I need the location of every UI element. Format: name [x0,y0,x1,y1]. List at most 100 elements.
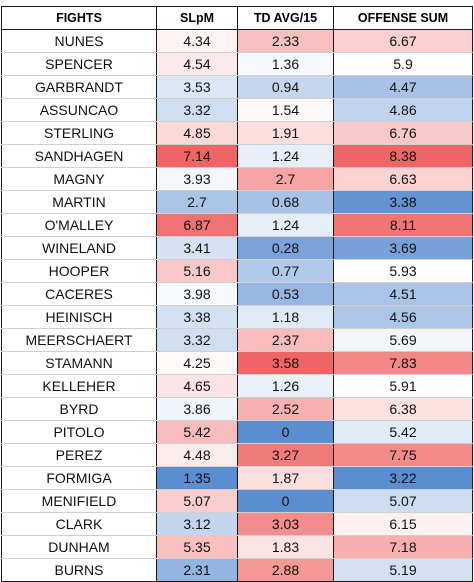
table-row: BYRD 3.86 2.52 6.38 [1,397,473,421]
slpm-cell: 3.12 [156,512,238,536]
offense-sum-cell: 5.19 [333,558,473,582]
slpm-cell: 4.48 [156,443,238,467]
table-row: MENIFIELD 5.07 0 5.07 [1,489,473,513]
table-row: PITOLO 5.42 0 5.42 [1,420,473,444]
fighter-name: HEINISCH [1,305,157,329]
table-row: HEINISCH 3.38 1.18 4.56 [1,305,473,329]
table-body: NUNES 4.34 2.33 6.67 SPENCER 4.54 1.36 5.9 GARBR… [1,29,473,582]
slpm-cell: 4.25 [156,351,238,375]
slpm-cell: 2.31 [156,558,238,582]
slpm-cell: 3.41 [156,236,238,260]
slpm-cell: 3.86 [156,397,238,421]
offense-sum-cell: 4.56 [333,305,473,329]
slpm-cell: 3.32 [156,328,238,352]
offense-sum-cell: 4.86 [333,98,473,122]
offense-sum-cell: 5.91 [333,374,473,398]
offense-sum-cell: 6.38 [333,397,473,421]
offense-sum-cell: 7.18 [333,535,473,559]
td-avg-cell: 0 [237,420,334,444]
td-avg-cell: 3.27 [237,443,334,467]
fighter-name: SPENCER [1,52,157,76]
fighter-name: PITOLO [1,420,157,444]
slpm-cell: 3.53 [156,75,238,99]
table-row: STERLING 4.85 1.91 6.76 [1,121,473,145]
offense-sum-cell: 6.67 [333,29,473,53]
td-avg-cell: 2.88 [237,558,334,582]
td-avg-cell: 3.03 [237,512,334,536]
table-row: BURNS 2.31 2.88 5.19 [1,558,473,582]
fighter-name: BURNS [1,558,157,582]
table-row: MARTIN 2.7 0.68 3.38 [1,190,473,214]
slpm-cell: 3.32 [156,98,238,122]
fighter-name: MAGNY [1,167,157,191]
fights-table-container: FIGHTS SLpM TD AVG/15 OFFENSE SUM NUNES 4… [1,6,473,582]
table-row: KELLEHER 4.65 1.26 5.91 [1,374,473,398]
slpm-cell: 5.16 [156,259,238,283]
offense-sum-cell: 5.42 [333,420,473,444]
fighter-name: CACERES [1,282,157,306]
table-row: HOOPER 5.16 0.77 5.93 [1,259,473,283]
offense-sum-cell: 3.38 [333,190,473,214]
td-avg-cell: 1.91 [237,121,334,145]
slpm-cell: 5.42 [156,420,238,444]
fighter-name: ASSUNCAO [1,98,157,122]
fights-table: FIGHTS SLpM TD AVG/15 OFFENSE SUM NUNES 4… [1,6,473,582]
offense-sum-cell: 6.15 [333,512,473,536]
table-row: WINELAND 3.41 0.28 3.69 [1,236,473,260]
td-avg-cell: 1.26 [237,374,334,398]
td-avg-cell: 2.33 [237,29,334,53]
td-avg-cell: 1.24 [237,213,334,237]
slpm-cell: 5.07 [156,489,238,513]
table-row: SPENCER 4.54 1.36 5.9 [1,52,473,76]
offense-sum-cell: 5.69 [333,328,473,352]
header-slpm: SLpM [156,6,238,30]
fighter-name: DUNHAM [1,535,157,559]
slpm-cell: 2.7 [156,190,238,214]
table-row: SANDHAGEN 7.14 1.24 8.38 [1,144,473,168]
offense-sum-cell: 3.69 [333,236,473,260]
td-avg-cell: 3.58 [237,351,334,375]
table-row: GARBRANDT 3.53 0.94 4.47 [1,75,473,99]
header-fights: FIGHTS [1,6,157,30]
fighter-name: SANDHAGEN [1,144,157,168]
table-row: NUNES 4.34 2.33 6.67 [1,29,473,53]
fighter-name: WINELAND [1,236,157,260]
fighter-name: HOOPER [1,259,157,283]
header-offense-sum: OFFENSE SUM [333,6,473,30]
offense-sum-cell: 5.9 [333,52,473,76]
fighter-name: KELLEHER [1,374,157,398]
table-row: DUNHAM 5.35 1.83 7.18 [1,535,473,559]
td-avg-cell: 0.77 [237,259,334,283]
td-avg-cell: 1.36 [237,52,334,76]
fighter-name: CLARK [1,512,157,536]
offense-sum-cell: 5.07 [333,489,473,513]
slpm-cell: 4.54 [156,52,238,76]
td-avg-cell: 0.28 [237,236,334,260]
offense-sum-cell: 4.51 [333,282,473,306]
table-row: CLARK 3.12 3.03 6.15 [1,512,473,536]
td-avg-cell: 1.54 [237,98,334,122]
td-avg-cell: 1.87 [237,466,334,490]
offense-sum-cell: 6.63 [333,167,473,191]
fighter-name: NUNES [1,29,157,53]
fighter-name: MEERSCHAERT [1,328,157,352]
fighter-name: STERLING [1,121,157,145]
td-avg-cell: 0.68 [237,190,334,214]
table-row: ASSUNCAO 3.32 1.54 4.86 [1,98,473,122]
fighter-name: MENIFIELD [1,489,157,513]
td-avg-cell: 0.94 [237,75,334,99]
slpm-cell: 4.34 [156,29,238,53]
offense-sum-cell: 6.76 [333,121,473,145]
offense-sum-cell: 5.93 [333,259,473,283]
offense-sum-cell: 4.47 [333,75,473,99]
fighter-name: BYRD [1,397,157,421]
table-row: FORMIGA 1.35 1.87 3.22 [1,466,473,490]
header-row: FIGHTS SLpM TD AVG/15 OFFENSE SUM [1,6,473,30]
fighter-name: PEREZ [1,443,157,467]
td-avg-cell: 2.52 [237,397,334,421]
offense-sum-cell: 8.38 [333,144,473,168]
table-row: STAMANN 4.25 3.58 7.83 [1,351,473,375]
table-row: MAGNY 3.93 2.7 6.63 [1,167,473,191]
fighter-name: MARTIN [1,190,157,214]
table-row: MEERSCHAERT 3.32 2.37 5.69 [1,328,473,352]
